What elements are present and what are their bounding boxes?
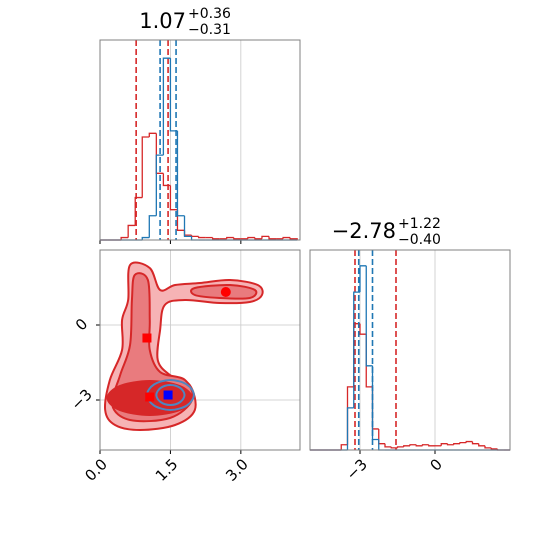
x-tick-label: 0 — [427, 455, 446, 474]
histogram-step — [409, 444, 417, 446]
histogram-step — [141, 136, 150, 198]
histogram-step — [190, 235, 199, 238]
marker — [220, 287, 231, 297]
histogram-step — [176, 209, 185, 231]
title-upper: +1.22 — [398, 216, 441, 232]
panel-frame — [99, 39, 301, 241]
histogram-step — [254, 237, 262, 240]
histogram-step — [169, 58, 178, 132]
panel-frame — [309, 249, 511, 451]
histogram-step — [233, 237, 241, 240]
x-tick-label: 0.0 — [81, 455, 111, 485]
title-lower: −0.31 — [188, 22, 231, 38]
histogram-step — [471, 441, 479, 445]
histogram-step — [390, 446, 398, 449]
histogram-step — [359, 323, 367, 335]
histogram-step — [197, 236, 206, 239]
y-tick-label: 0 — [72, 315, 91, 334]
histogram-step — [268, 236, 277, 240]
marker — [163, 390, 173, 400]
histogram-step — [155, 154, 164, 216]
histogram-step — [484, 445, 492, 449]
x-tick-label: −3 — [343, 455, 371, 483]
histogram-step — [141, 236, 150, 240]
histogram-step — [465, 440, 473, 443]
histogram-step — [282, 236, 291, 239]
histogram-step — [162, 57, 171, 156]
histogram-step — [396, 446, 404, 448]
histogram-step — [446, 443, 454, 446]
histogram-step — [134, 196, 143, 226]
marker — [145, 392, 155, 402]
histogram-step — [490, 447, 498, 450]
histogram-step — [169, 185, 178, 211]
histogram-step — [371, 386, 379, 430]
histogram-step — [176, 130, 185, 217]
histogram-step — [428, 444, 435, 447]
histogram-step — [247, 236, 255, 239]
histogram-step — [340, 444, 348, 450]
panel-frame — [99, 249, 301, 451]
histogram-step — [365, 265, 373, 367]
histogram-step — [453, 443, 460, 445]
histogram-step — [378, 428, 385, 445]
histogram-step — [226, 236, 234, 239]
contour — [155, 384, 186, 406]
histogram-step — [378, 439, 385, 451]
histogram-step — [346, 386, 354, 445]
histogram-step — [148, 215, 157, 238]
x-tick-label: 1.5 — [152, 455, 182, 485]
histogram-step — [120, 236, 129, 240]
histogram-step — [183, 230, 192, 236]
histogram-step — [162, 173, 171, 187]
histogram-step — [148, 132, 157, 137]
histogram-step — [459, 441, 467, 444]
panel-title: 1.07 — [139, 9, 186, 33]
histogram-step — [353, 291, 360, 408]
title-lower: −0.40 — [398, 232, 441, 248]
histogram-step — [212, 237, 220, 240]
histogram-step — [415, 444, 423, 447]
y-tick-label: −3 — [67, 385, 95, 413]
x-tick-label: 3.0 — [222, 455, 252, 485]
title-upper: +0.36 — [188, 6, 231, 22]
histogram-step — [346, 407, 354, 450]
histogram-step — [261, 235, 270, 239]
panel-title: −2.78 — [332, 219, 396, 243]
histogram-step — [478, 443, 485, 447]
histogram-step — [359, 265, 367, 293]
marker — [142, 333, 152, 343]
histogram-step — [183, 215, 192, 238]
histogram-step — [403, 445, 410, 447]
histogram-step — [365, 334, 373, 388]
histogram-step — [127, 224, 136, 238]
histogram-step — [440, 443, 448, 446]
histogram-step — [421, 444, 429, 446]
histogram-step — [384, 443, 392, 448]
